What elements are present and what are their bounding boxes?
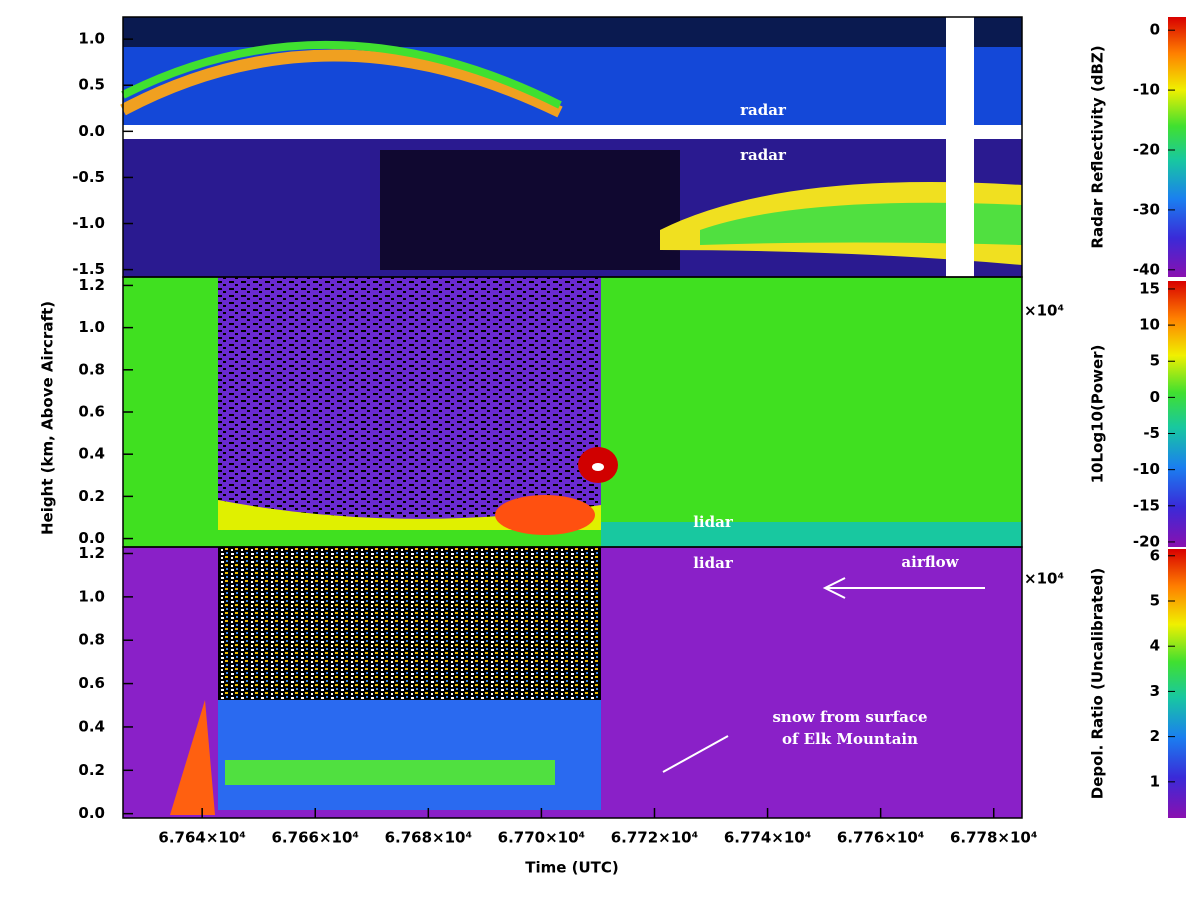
colorbar-tick-label: -5 — [1143, 424, 1160, 442]
colorbar-tick-label: -10 — [1133, 460, 1160, 478]
x-axis-label: Time (UTC) — [525, 859, 619, 877]
colorbar-tick-label: 10 — [1139, 316, 1160, 334]
colorbar-label: 10Log10(Power) — [1089, 345, 1107, 484]
colorbar-tick-label: 2 — [1150, 727, 1160, 745]
x-tick-label: 6.764×10⁴ — [158, 829, 245, 847]
x-tick-label: 6.766×10⁴ — [272, 829, 359, 847]
multiplier: ×10⁴ — [1024, 302, 1064, 320]
y-tick-label: 0.2 — [78, 761, 105, 779]
colorbar-tick-label: -30 — [1133, 200, 1160, 218]
colorbar-tick-label: 6 — [1150, 546, 1160, 564]
y-tick-label: 1.0 — [78, 318, 105, 336]
colorbar-tick-label: -20 — [1133, 140, 1160, 158]
y-tick-label: 0.5 — [78, 76, 105, 94]
x-tick-label: 6.772×10⁴ — [611, 829, 698, 847]
colorbar-tick-label: -40 — [1133, 260, 1160, 278]
y-tick-label: 1.2 — [78, 276, 105, 294]
x-tick-label: 6.776×10⁴ — [837, 829, 924, 847]
y-tick-label: 1.0 — [78, 587, 105, 605]
annotation: lidar — [693, 513, 734, 531]
x-tick-label: 6.774×10⁴ — [724, 829, 811, 847]
y-tick-label: -0.5 — [72, 168, 105, 186]
y-tick-label: 0.4 — [78, 445, 105, 463]
colorbar-tick-label: 0 — [1150, 21, 1160, 39]
y-axis-label: Height (km, Above Aircraft) — [39, 301, 57, 535]
y-tick-label: 0.6 — [78, 674, 105, 692]
colorbar-label: Radar Reflectivity (dBZ) — [1089, 45, 1107, 248]
colorbar-tick-label: -10 — [1133, 81, 1160, 99]
y-tick-label: 0.4 — [78, 717, 105, 735]
annotation: radar — [740, 146, 787, 164]
annotation: radar — [740, 101, 787, 119]
y-tick-label: 0.6 — [78, 403, 105, 421]
colorbar-tick-label: 3 — [1150, 682, 1160, 700]
colorbar-tick-label: 5 — [1150, 591, 1160, 609]
annotation: lidar — [693, 554, 734, 572]
colorbar-tick-label: 5 — [1150, 352, 1160, 370]
colorbar-tick-label: -15 — [1133, 496, 1160, 514]
x-tick-label: 6.770×10⁴ — [498, 829, 585, 847]
annotation: airflow — [901, 553, 959, 571]
y-tick-label: 0.0 — [78, 804, 105, 822]
colorbar-tick-label: 15 — [1139, 279, 1160, 297]
heatmap-background — [123, 17, 1022, 818]
colorbar-tick-label: 0 — [1150, 388, 1160, 406]
annotation: snow from surface — [772, 708, 927, 726]
annotation: of Elk Mountain — [782, 730, 918, 748]
chart: 1.00.50.0-0.5-1.0-1.50-10-20-30-40Radar … — [0, 0, 1199, 903]
colorbar-tick-label: 4 — [1150, 637, 1160, 655]
x-tick-label: 6.778×10⁴ — [950, 829, 1037, 847]
colorbar-label: Depol. Ratio (Uncalibrated) — [1089, 568, 1107, 799]
x-tick-label: 6.768×10⁴ — [385, 829, 472, 847]
y-tick-label: 0.8 — [78, 360, 105, 378]
colorbar-tick-label: 1 — [1150, 772, 1160, 790]
y-tick-label: -1.0 — [72, 214, 105, 232]
y-tick-label: 0.2 — [78, 487, 105, 505]
y-tick-label: 0.8 — [78, 631, 105, 649]
multiplier: ×10⁴ — [1024, 570, 1064, 588]
y-tick-label: 1.2 — [78, 544, 105, 562]
y-tick-label: 1.0 — [78, 30, 105, 48]
colorbars — [1168, 17, 1186, 818]
y-tick-label: 0.0 — [78, 122, 105, 140]
